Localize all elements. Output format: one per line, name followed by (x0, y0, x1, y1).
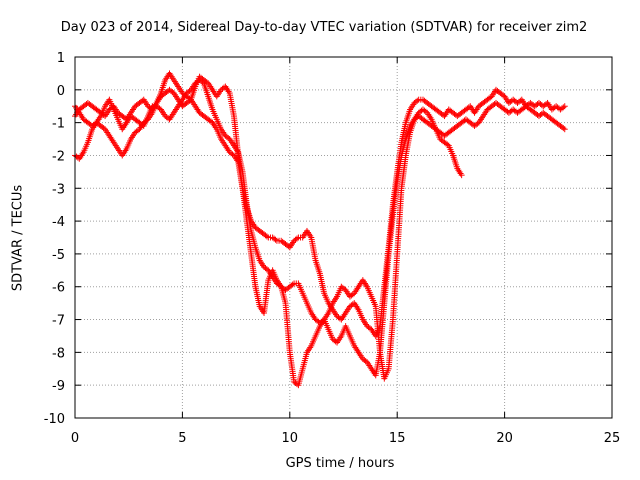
y-tick-label: -3 (52, 182, 65, 197)
y-tick-label: -8 (52, 346, 65, 361)
x-tick-label: 10 (282, 431, 299, 446)
tick-labels: 0 5 10 15 20 25-10-9-8-7-6-5-4-3-2-101 (44, 51, 621, 446)
data-point (156, 105, 163, 112)
data-point (263, 266, 270, 273)
data-point (272, 236, 279, 243)
data-point (332, 338, 339, 345)
x-axis-label: GPS time / hours (285, 456, 395, 471)
data-point (285, 243, 292, 250)
x-tick-label: 5 (178, 431, 186, 446)
y-tick-label: -10 (44, 412, 65, 427)
data-point (100, 125, 107, 132)
data-point (229, 151, 236, 158)
data-point (186, 95, 193, 102)
data-point (349, 291, 356, 298)
data-point (414, 97, 421, 104)
data-point (474, 120, 481, 127)
data-point (543, 101, 550, 108)
data-point (349, 301, 356, 308)
y-tick-label: -5 (52, 248, 65, 263)
chart-title: Day 023 of 2014, Sidereal Day-to-day VTE… (60, 20, 588, 35)
x-tick-label: 25 (604, 431, 621, 446)
data-point (458, 172, 465, 179)
y-tick-label: -4 (52, 215, 65, 230)
data-point (560, 125, 567, 132)
x-tick-label: 20 (496, 431, 513, 446)
y-axis-label: SDTVAR / TECUs (10, 184, 26, 292)
y-tick-label: -7 (52, 314, 65, 329)
data-point (92, 120, 99, 127)
data-point (208, 118, 215, 125)
data-point (186, 87, 193, 94)
data-point (74, 154, 81, 161)
data-point (341, 285, 348, 292)
x-tick-label: 15 (389, 431, 406, 446)
data-point (500, 92, 507, 99)
data-point (139, 97, 146, 104)
data-point (517, 97, 524, 104)
data-point (362, 358, 369, 365)
data-point (561, 126, 568, 133)
data-point (135, 127, 142, 134)
plot-border (74, 56, 613, 419)
y-tick-label: -2 (52, 149, 65, 164)
data-point (293, 235, 300, 242)
data-point (465, 104, 472, 111)
y-tick-label: -9 (52, 379, 65, 394)
data-point (122, 115, 129, 122)
data-point (440, 111, 447, 118)
data-point (366, 325, 373, 332)
data-point (165, 115, 172, 122)
data-point (169, 89, 176, 96)
y-tick-label: 0 (57, 84, 65, 99)
data-point (220, 84, 227, 91)
data-point (561, 103, 568, 110)
data-point (422, 108, 429, 115)
data-point (444, 141, 451, 148)
data-points (72, 70, 568, 389)
data-point (560, 104, 567, 111)
y-tick-label: -6 (52, 281, 65, 296)
data-point (289, 281, 296, 288)
y-tick-label: -1 (52, 117, 65, 132)
x-tick-label: 0 (71, 431, 79, 446)
gridlines (75, 57, 612, 418)
data-point (225, 134, 232, 141)
data-point (263, 233, 270, 240)
data-point (487, 94, 494, 101)
y-tick-label: 1 (57, 51, 65, 66)
data-point (336, 315, 343, 322)
